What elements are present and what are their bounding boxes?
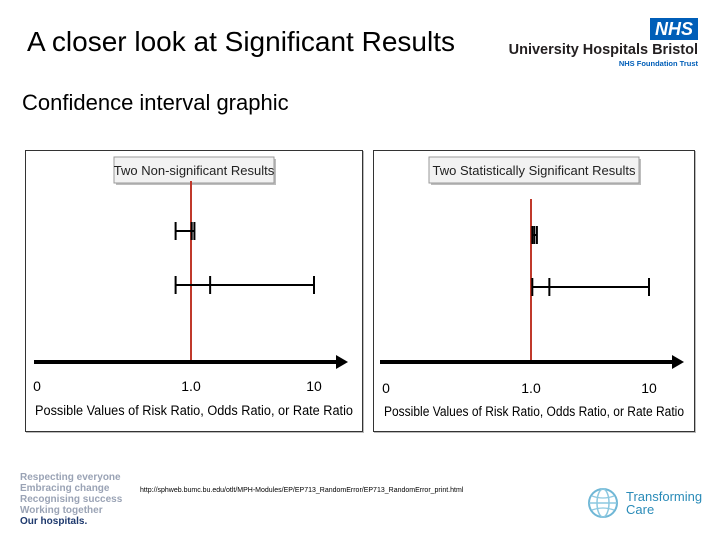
x-axis-arrow [336, 355, 348, 369]
org-name: University Hospitals Bristol [508, 42, 698, 58]
source-url[interactable]: http://sphweb.bumc.bu.edu/otlt/MPH-Modul… [140, 487, 464, 494]
x-axis-arrow [672, 355, 684, 369]
transforming-care-logo: Transforming Care [586, 486, 706, 520]
nhs-trust-logo: NHS University Hospitals Bristol NHS Fou… [509, 18, 698, 68]
header-box [428, 156, 640, 184]
tick-label: 1.0 [181, 378, 201, 394]
slide-title: A closer look at Significant Results [27, 26, 455, 57]
panel-header: Two Non-significant Results [114, 163, 275, 178]
tick-label: 10 [306, 378, 322, 394]
tagline-line: Working together [20, 505, 103, 516]
axis-label: Possible Values of Risk Ratio, Odds Rati… [384, 404, 684, 419]
tick-label: 0 [33, 378, 41, 394]
globe-icon [588, 488, 618, 518]
tick-label: 10 [641, 380, 657, 396]
slide-subtitle: Confidence interval graphic [22, 90, 289, 115]
tagline: Respecting everyone Embracing change Rec… [20, 472, 122, 527]
tagline-strong: Our hospitals. [20, 516, 88, 527]
panel-header: Two Statistically Significant Results [432, 163, 636, 178]
nhs-badge: NHS [650, 18, 698, 40]
tc-line1: Transforming [626, 489, 703, 504]
tagline-line: Recognising success [20, 494, 123, 505]
tick-label: 0 [382, 380, 390, 396]
axis-label: Possible Values of Risk Ratio, Odds Rati… [35, 403, 353, 418]
org-sub: NHS Foundation Trust [618, 59, 698, 68]
tc-line2: Care [626, 502, 655, 517]
panel-significant: Two Statistically Significant Results 0 1.… [373, 150, 695, 432]
header-box [113, 156, 275, 184]
ci-chart-svg: Two Non-significant Results 0 1.0 10 Possibl… [33, 156, 353, 418]
tagline-line: Respecting everyone [20, 472, 121, 483]
ci-chart-svg: Two Statistically Significant Results 0 1.… [380, 156, 684, 419]
tagline-line: Embracing change [20, 483, 110, 494]
panel-non-significant: Two Non-significant Results 0 1.0 10 Possibl… [25, 150, 363, 432]
tick-label: 1.0 [521, 380, 541, 396]
